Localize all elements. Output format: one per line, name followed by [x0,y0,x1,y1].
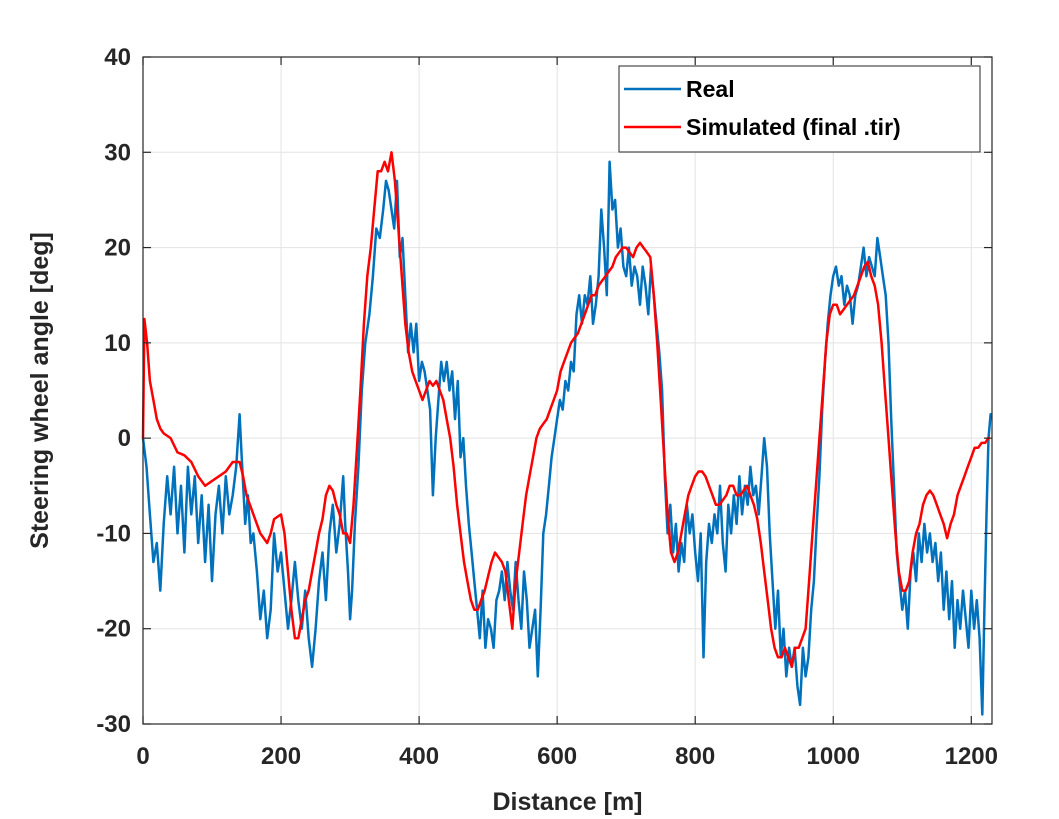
y-tick-label: -10 [96,520,131,547]
legend-box [618,65,981,153]
x-tick-labels: 0 200 400 600 800 1000 1200 [136,743,998,770]
y-axis-title: Steering wheel angle [deg] [26,232,54,549]
x-tick-label: 0 [136,743,149,770]
x-tick-label: 400 [399,743,439,770]
legend: Real Simulated (final .tir) [618,65,981,153]
x-tick-label: 200 [261,743,301,770]
y-tick-label: 30 [104,139,131,166]
series-line-simulated [141,151,990,669]
axis-ticks [142,56,992,725]
y-tick-labels: -30 -20 -10 0 10 20 30 40 [96,44,131,738]
legend-label-simulated: Simulated (final .tir) [686,114,901,140]
plot-frame [142,56,993,725]
x-tick-label: 800 [675,743,715,770]
series-layer [141,151,992,716]
legend-label-real: Real [686,76,735,102]
y-tick-label: 10 [104,330,131,357]
x-tick-label: 1000 [807,743,860,770]
y-tick-label: 0 [118,425,131,452]
y-tick-label: -30 [96,711,131,738]
x-tick-label: 1200 [945,743,998,770]
y-tick-label: -20 [96,616,131,643]
y-tick-label: 40 [104,44,131,71]
x-axis-title: Distance [m] [492,788,642,816]
y-tick-label: 20 [104,235,131,262]
x-tick-label: 600 [537,743,577,770]
